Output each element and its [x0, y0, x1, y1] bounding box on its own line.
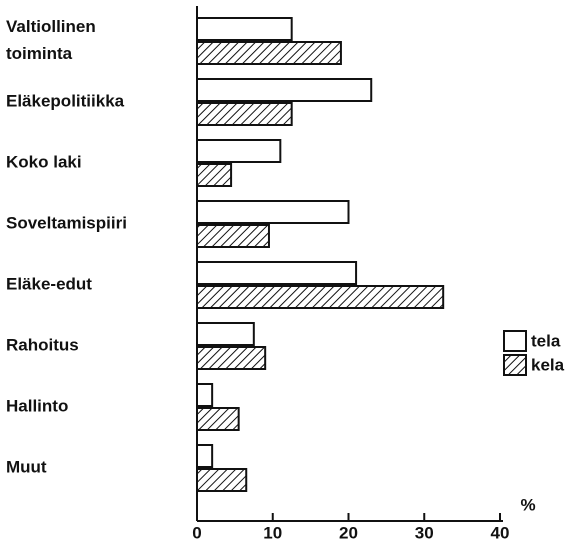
bar — [196, 139, 282, 163]
category-label: Rahoitus — [6, 335, 79, 355]
legend-label: kela — [531, 355, 565, 374]
bar — [196, 17, 293, 41]
bar — [196, 407, 240, 431]
bar — [196, 78, 373, 102]
x-axis-label: % — [520, 495, 535, 514]
x-tick-label: 30 — [415, 523, 434, 541]
category-label: Eläkepolitiikka — [6, 91, 125, 111]
bar — [196, 383, 214, 407]
bar — [196, 346, 267, 370]
bar — [196, 468, 248, 492]
bar — [196, 322, 255, 346]
category-label: Valtiollinen toiminta — [6, 17, 96, 63]
bar — [196, 261, 358, 285]
category-label: Soveltamispiiri — [6, 213, 127, 233]
legend-label: tela — [531, 331, 561, 350]
legend-swatch — [503, 330, 527, 352]
x-tick-label: 40 — [491, 523, 510, 541]
bar — [196, 224, 270, 248]
bar — [196, 200, 350, 224]
bar — [196, 163, 233, 187]
category-label: Koko laki — [6, 152, 82, 172]
x-tick-label: 20 — [339, 523, 358, 541]
bar — [196, 102, 293, 126]
bar — [196, 444, 214, 468]
x-tick-label: 10 — [263, 523, 282, 541]
legend-swatch — [503, 354, 527, 376]
category-label: Eläke-edut — [6, 274, 92, 294]
x-tick-label: 0 — [192, 523, 201, 541]
category-label: Hallinto — [6, 396, 69, 416]
bar — [196, 41, 342, 65]
category-label: Muut — [6, 457, 47, 477]
bar — [196, 285, 445, 309]
